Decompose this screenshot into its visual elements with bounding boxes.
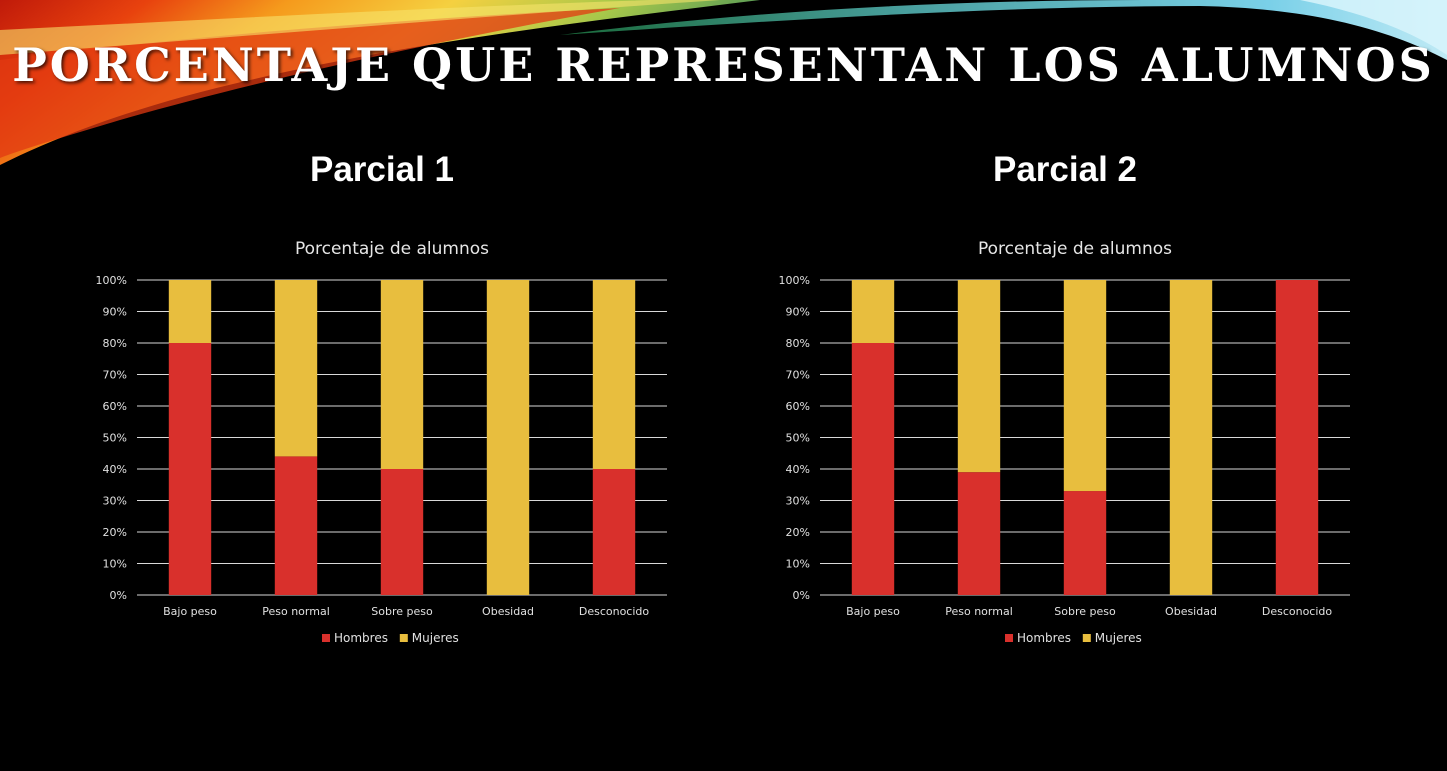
x-tick-label: Desconocido <box>579 605 650 618</box>
bar-segment-hombres <box>957 472 1001 595</box>
legend-swatch <box>1082 634 1091 642</box>
y-tick-label: 20% <box>786 526 810 539</box>
x-tick-label: Desconocido <box>1262 605 1333 618</box>
y-tick-label: 100% <box>779 274 810 287</box>
y-tick-label: 0% <box>110 589 127 602</box>
chart-title: Porcentaje de alumnos <box>978 239 1172 259</box>
bar-segment-mujeres <box>168 280 212 343</box>
bar-segment-mujeres <box>1169 280 1213 595</box>
bar-segment-mujeres <box>851 280 895 343</box>
y-tick-label: 50% <box>786 432 810 445</box>
legend-swatch <box>1005 634 1013 642</box>
panel-heading-parcial-2: Parcial 2 <box>993 150 1137 189</box>
y-tick-label: 10% <box>786 558 810 571</box>
chart-svg: Porcentaje de alumnos 0% 10% 20% 30% 40% 50% 60… <box>96 239 667 645</box>
y-tick-label: 20% <box>103 526 127 539</box>
bar-segment-mujeres <box>1063 280 1107 492</box>
y-tick-label: 40% <box>103 463 127 476</box>
bar-segment-hombres <box>1063 491 1107 595</box>
x-tick-label: Bajo peso <box>163 605 217 618</box>
legend-label: Hombres <box>334 631 388 645</box>
chart-parcial-2: Porcentaje de alumnos 0% 10% 20% 30% 40% 50% 60… <box>745 225 1385 665</box>
decorative-banner <box>0 0 1447 165</box>
y-tick-label: 80% <box>103 337 127 350</box>
y-tick-label: 70% <box>103 369 127 382</box>
y-tick-label: 30% <box>103 495 127 508</box>
x-tick-label: Obesidad <box>482 605 534 618</box>
y-tick-label: 50% <box>103 432 127 445</box>
legend-label: Hombres <box>1017 631 1071 645</box>
y-tick-label: 90% <box>103 306 127 319</box>
x-tick-label: Peso normal <box>945 605 1013 618</box>
legend-swatch <box>322 634 330 642</box>
slide-title: Porcentaje que representan los alumnos <box>12 38 1435 92</box>
y-tick-label: 0% <box>793 589 810 602</box>
bar-segment-mujeres <box>486 280 530 595</box>
y-tick-label: 60% <box>103 400 127 413</box>
bar-segment-mujeres <box>592 280 636 469</box>
bar-segment-mujeres <box>274 280 318 457</box>
bar-segment-hombres <box>380 469 424 595</box>
y-tick-label: 100% <box>96 274 127 287</box>
x-tick-label: Peso normal <box>262 605 330 618</box>
bar-segment-hombres <box>592 469 636 595</box>
bar-segment-mujeres <box>957 280 1001 473</box>
x-tick-label: Sobre peso <box>1054 605 1116 618</box>
legend-label: Mujeres <box>1095 631 1142 645</box>
y-tick-label: 40% <box>786 463 810 476</box>
x-tick-label: Sobre peso <box>371 605 433 618</box>
bar-segment-hombres <box>851 343 895 595</box>
y-tick-label: 90% <box>786 306 810 319</box>
chart-title: Porcentaje de alumnos <box>295 239 489 259</box>
chart-parcial-1: Porcentaje de alumnos 0% 10% 20% 30% 40% 50% 60… <box>62 225 702 665</box>
legend-swatch <box>399 634 408 642</box>
y-tick-label: 80% <box>786 337 810 350</box>
x-tick-label: Obesidad <box>1165 605 1217 618</box>
bar-segment-hombres <box>274 456 318 595</box>
x-tick-label: Bajo peso <box>846 605 900 618</box>
legend-label: Mujeres <box>412 631 459 645</box>
y-tick-label: 60% <box>786 400 810 413</box>
chart-svg: Porcentaje de alumnos 0% 10% 20% 30% 40% 50% 60… <box>779 239 1350 645</box>
y-tick-label: 30% <box>786 495 810 508</box>
panel-heading-parcial-1: Parcial 1 <box>310 150 454 189</box>
y-tick-label: 70% <box>786 369 810 382</box>
bar-segment-mujeres <box>380 280 424 469</box>
bar-segment-hombres <box>168 343 212 595</box>
y-tick-label: 10% <box>103 558 127 571</box>
bar-segment-hombres <box>1275 280 1319 595</box>
